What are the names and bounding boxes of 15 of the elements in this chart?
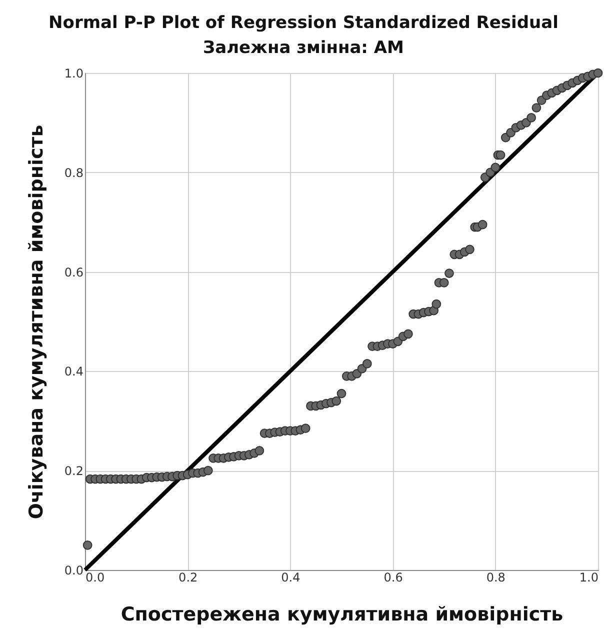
y-tick-label: 0.8 — [64, 166, 84, 180]
x-tick-label: 0.8 — [486, 570, 506, 584]
x-tick-label: 0.2 — [178, 570, 198, 584]
chart-title: Normal P-P Plot of Regression Standardized Residual — [48, 12, 558, 33]
y-tick-label: 0.4 — [64, 364, 84, 379]
y-axis-title: Очікувана кумулятивна ймовірність — [25, 124, 48, 520]
x-tick-label: 0.6 — [384, 570, 403, 584]
x-axis-title: Спостережена кумулятивна ймовірність — [120, 604, 564, 626]
chart-subtitle: Залежна змінна: АМ — [203, 38, 404, 58]
y-tick-label: 0.2 — [64, 464, 84, 478]
x-tick-label: 0.4 — [281, 570, 300, 584]
x-tick-label: 1.0 — [579, 570, 598, 584]
y-tick-label: 0.6 — [64, 265, 84, 280]
x-tick-label: 0.0 — [86, 570, 105, 584]
y-tick-label: 1.0 — [64, 66, 84, 80]
